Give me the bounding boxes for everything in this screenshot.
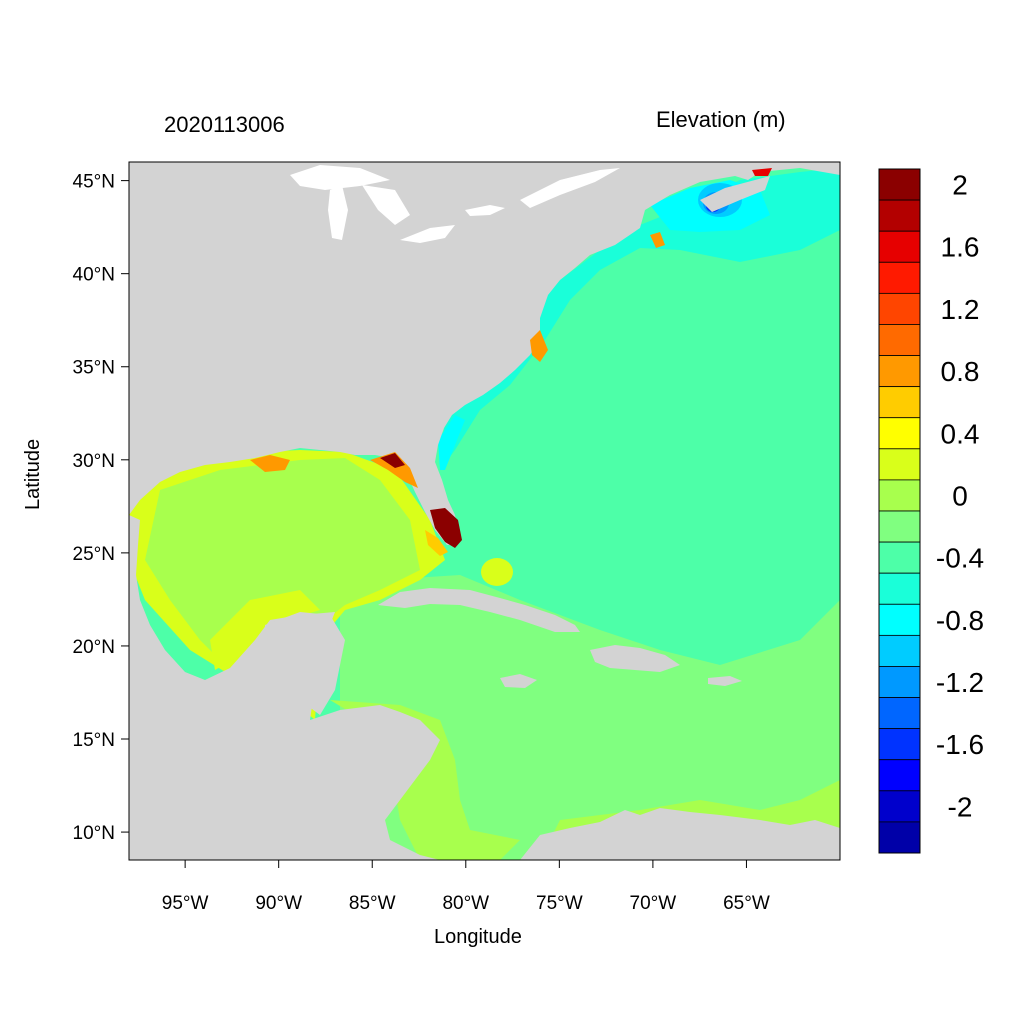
- colorbar-labels: 2 1.6 1.2 0.8 0.4 0 -0.4 -0.8 -1.2 -1.6 -2: [936, 170, 984, 823]
- colorbar-bin: [878, 634, 921, 667]
- lon-tick-label: 75°W: [536, 893, 583, 914]
- colorbar-label: -0.4: [936, 543, 984, 574]
- colorbar-bin: [878, 448, 921, 481]
- colorbar-bin: [878, 479, 921, 512]
- north-america-land: [129, 162, 840, 545]
- st-lawrence: [520, 168, 620, 208]
- colorbar-bin: [878, 292, 921, 325]
- colorbar-label: -0.8: [936, 605, 984, 636]
- gulf-shelf-field: [145, 458, 420, 660]
- caribbean-sea-field: [340, 575, 840, 860]
- colorbar-bin: [878, 355, 921, 388]
- colorbar-label: 0.4: [941, 418, 980, 449]
- colorbar-bin: [878, 510, 921, 543]
- colorbar-label: -2: [948, 791, 973, 822]
- colorbar-bin: [878, 821, 921, 854]
- lat-tick-label: 20°N: [73, 637, 115, 658]
- lat-tick-label: 10°N: [73, 823, 115, 844]
- lat-tick-label: 45°N: [73, 172, 115, 193]
- colorbar-label: -1.6: [936, 729, 984, 760]
- big-bend-inner-field: [380, 453, 405, 468]
- colorbar-label: 2: [952, 170, 968, 201]
- lake-ontario: [465, 205, 505, 216]
- yucatan-land: [265, 612, 345, 715]
- jamaica-land: [500, 674, 537, 688]
- land-mask: [129, 162, 840, 860]
- longitude-axis: 95°W 90°W 85°W 80°W 75°W 70°W 65°W: [162, 860, 770, 914]
- cuba-land: [378, 588, 580, 632]
- long-island-surge-field: [650, 232, 665, 248]
- lake-superior: [290, 165, 390, 190]
- colorbar-frame: [878, 168, 921, 854]
- big-bend-surge-field: [370, 452, 418, 488]
- lat-tick-label: 35°N: [73, 358, 115, 379]
- colorbar-bin: [878, 572, 921, 605]
- lat-tick-label: 25°N: [73, 544, 115, 565]
- colorbar-bin: [878, 603, 921, 636]
- colorbar-bin: [878, 386, 921, 419]
- lake-huron: [362, 185, 410, 225]
- nova-scotia-land: [700, 176, 770, 212]
- lat-tick-label: 30°N: [73, 451, 115, 472]
- lake-erie: [400, 225, 455, 243]
- plot-frame: [128, 161, 841, 861]
- lon-tick-label: 90°W: [255, 893, 302, 914]
- colorbar-label: 1.6: [941, 232, 980, 263]
- bahamas-anomaly-field: [481, 558, 513, 586]
- colorbar-label: 0.8: [941, 356, 980, 387]
- outer-banks-surge-field: [530, 330, 548, 362]
- colorbar-bin: [878, 230, 921, 263]
- colorbar-bin: [878, 759, 921, 792]
- colorbar-bin: [878, 324, 921, 356]
- latitude-axis: 45°N 40°N 35°N 30°N 25°N 20°N 15°N 10°N: [73, 172, 129, 844]
- louisiana-surge-field: [250, 455, 290, 472]
- colorbar-bin: [878, 417, 921, 450]
- lake-michigan: [328, 185, 348, 240]
- bay-of-fundy-surge-field: [752, 168, 772, 176]
- colorbar-bin: [878, 168, 921, 201]
- colorbar-bin: [878, 666, 921, 698]
- central-america-shelf-field: [330, 700, 520, 860]
- colorbar: [878, 168, 921, 854]
- colorbar-bin: [878, 261, 921, 294]
- hispaniola-land: [590, 645, 680, 672]
- lat-tick-label: 15°N: [73, 730, 115, 751]
- colorbar-label: 0: [952, 480, 968, 511]
- date-label: 2020113006: [164, 112, 285, 137]
- lon-tick-label: 70°W: [630, 893, 677, 914]
- lon-tick-label: 85°W: [349, 893, 396, 914]
- x-axis-label: Longitude: [434, 926, 522, 948]
- lakes: [290, 165, 620, 243]
- florida-surge-field: [430, 508, 462, 548]
- south-america-land: [520, 808, 840, 860]
- florida-east-field: [438, 415, 465, 470]
- colorbar-bin: [878, 199, 921, 232]
- map-plot-area: [129, 162, 840, 860]
- us-east-shelf-field: [440, 168, 840, 470]
- lon-tick-label: 65°W: [723, 893, 770, 914]
- lat-tick-label: 40°N: [73, 265, 115, 286]
- florida-surge-edge: [425, 530, 448, 556]
- lon-tick-label: 80°W: [442, 893, 489, 914]
- colorbar-bin: [878, 790, 921, 823]
- colorbar-bin: [878, 541, 921, 574]
- puerto-rico-land: [708, 676, 742, 686]
- colorbar-label: -1.2: [936, 667, 984, 698]
- lon-tick-label: 95°W: [162, 893, 209, 914]
- variable-title: Elevation (m): [656, 107, 786, 132]
- colorbar-bin: [878, 697, 921, 730]
- colorbar-label: 1.2: [941, 294, 980, 325]
- colorbar-bin: [878, 728, 921, 761]
